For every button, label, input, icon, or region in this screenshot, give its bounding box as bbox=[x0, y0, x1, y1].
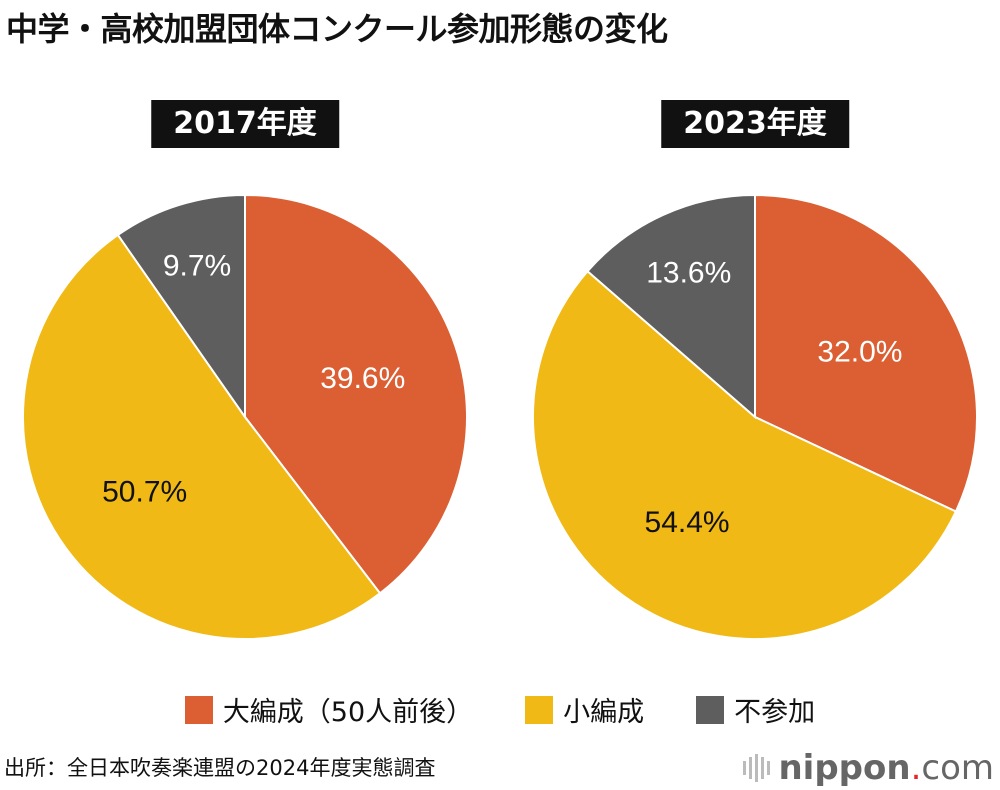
pie-slice-1-1 bbox=[532, 269, 958, 640]
pie-slice-1-0 bbox=[754, 193, 978, 513]
legend-item-large: 大編成（50人前後） bbox=[184, 690, 474, 729]
legend: 大編成（50人前後） 小編成 不参加 bbox=[0, 690, 1000, 729]
legend-label: 小編成 bbox=[563, 697, 645, 728]
legend-swatch bbox=[696, 695, 725, 724]
legend-label: 大編成（50人前後） bbox=[222, 697, 474, 728]
legend-item-small: 小編成 bbox=[525, 690, 644, 729]
source-note: 出所：全日本吹奏楽連盟の2024年度実態調査 bbox=[4, 756, 436, 780]
data-label-1-1: 54.4% bbox=[645, 506, 730, 539]
data-label-0-0: 39.6% bbox=[320, 362, 405, 395]
legend-swatch bbox=[184, 695, 213, 724]
legend-swatch bbox=[525, 695, 554, 724]
logo-name: nippon bbox=[778, 748, 911, 788]
data-label-0-2: 9.7% bbox=[163, 250, 231, 283]
logo-tld: com bbox=[921, 748, 994, 788]
logo-bars-icon bbox=[743, 754, 771, 782]
pie-slice-0-0 bbox=[244, 193, 468, 595]
nippon-logo: nippon.com bbox=[743, 748, 994, 788]
data-label-0-1: 50.7% bbox=[102, 475, 187, 508]
legend-item-none: 不参加 bbox=[696, 690, 815, 729]
logo-dot: . bbox=[910, 748, 922, 788]
pie-slice-0-1 bbox=[22, 233, 382, 640]
data-label-1-0: 32.0% bbox=[817, 335, 902, 368]
pie-slice-0-2 bbox=[116, 193, 246, 421]
pie-slice-1-2 bbox=[586, 193, 756, 420]
pie-title-2017: 2017年度 bbox=[151, 100, 339, 148]
pie-title-2023: 2023年度 bbox=[661, 100, 849, 148]
legend-label: 不参加 bbox=[734, 697, 816, 728]
data-label-1-2: 13.6% bbox=[646, 257, 731, 290]
chart-title: 中学・高校加盟団体コンクール参加形態の変化 bbox=[6, 10, 668, 48]
